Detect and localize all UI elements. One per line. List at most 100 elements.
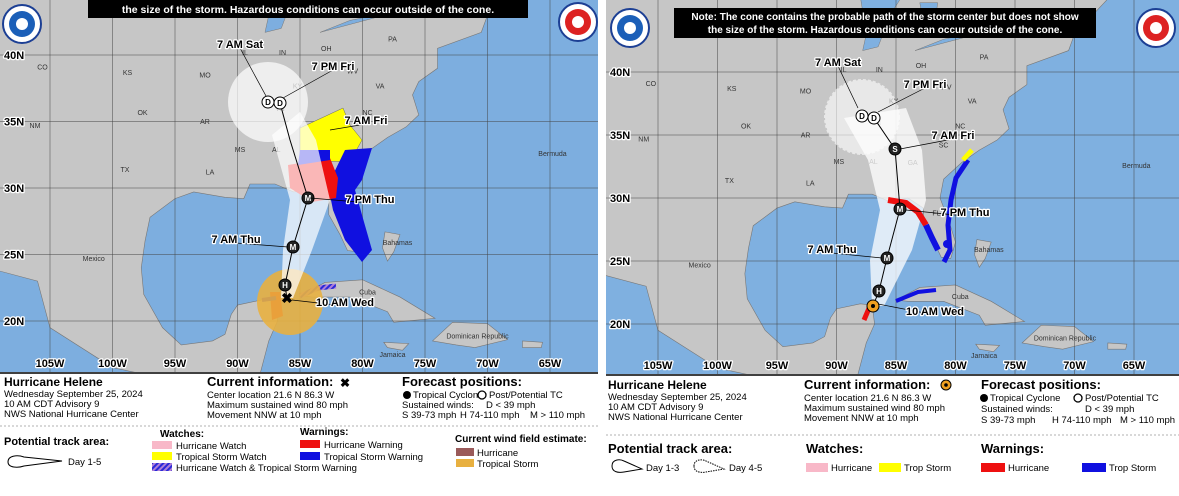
track-letter: M: [290, 243, 297, 252]
wind-class: H 74-110 mph: [1052, 415, 1112, 426]
legend-bg: [0, 372, 598, 496]
label-leader: [837, 65, 859, 109]
map: [606, 0, 1179, 374]
current-line: Movement NNW at 10 mph: [804, 413, 919, 424]
label-leader: [905, 209, 966, 217]
track-time: 7 AM Fri: [932, 130, 975, 142]
land: [0, 0, 503, 372]
lat-label: 40N: [610, 67, 630, 79]
track-point: [273, 96, 287, 110]
current-line: Center location 21.6 N 86.3 W: [804, 393, 931, 404]
place-label: NC: [362, 110, 372, 117]
watches-title: Watches:: [806, 441, 863, 456]
track-time: 7 AM Thu: [211, 234, 260, 246]
wind-field-item: Hurricane: [477, 448, 518, 459]
warning-item: Hurricane Warning: [324, 440, 403, 451]
place-label: Dominican Republic: [446, 333, 509, 340]
place-label: Jamaica: [379, 352, 405, 359]
place-label: NC: [955, 124, 965, 131]
place-label: Bermuda: [538, 151, 567, 158]
island: [894, 284, 1026, 326]
ts-warning-coast: [923, 223, 941, 252]
lon-label: 100W: [98, 358, 127, 370]
warnings-title: Warnings:: [981, 441, 1044, 456]
forecast-title: Forecast positions:: [981, 377, 1101, 392]
label-leader: [877, 87, 926, 113]
track-letter: H: [282, 281, 288, 290]
track-point: [893, 202, 907, 216]
track-title: Potential track area:: [4, 436, 109, 448]
place-label: PA: [980, 54, 989, 61]
place-label: VA: [376, 83, 385, 90]
track-item: Day 1-3: [646, 463, 679, 474]
island: [1107, 342, 1128, 350]
ts-warning-coast: [941, 158, 971, 264]
lat-label: 30N: [4, 183, 24, 195]
place-label: OK: [741, 124, 751, 131]
tc-icon: [403, 391, 411, 399]
watch-swatch: [152, 441, 172, 449]
label-leader: [282, 69, 334, 99]
cone-icon-dotted: [693, 459, 726, 473]
track-item: Day 4-5: [729, 463, 762, 474]
track-time: 7 AM Fri: [345, 115, 388, 127]
current-line: Maximum sustained wind 80 mph: [207, 400, 348, 411]
wind-class: S 39-73 mph: [981, 415, 1035, 426]
place-label: Cuba: [952, 294, 969, 301]
island: [298, 279, 436, 323]
logo-core: [572, 16, 584, 28]
place-label: LA: [206, 170, 215, 177]
label-leader: [291, 299, 346, 307]
label-leader: [877, 303, 936, 316]
track-item: Day 1-5: [68, 457, 101, 468]
forecast-item: Tropical Cyclone: [413, 390, 483, 401]
issued: Wednesday September 25, 2024: [4, 389, 143, 400]
note-box: [88, 0, 528, 18]
track-letter: S: [892, 145, 898, 154]
note: Note: The cone contains the probable pat…: [691, 12, 1078, 23]
current-icon: ✖: [340, 376, 350, 390]
island: [382, 231, 401, 262]
lon-label: 100W: [703, 360, 732, 372]
place-label: IL: [242, 50, 248, 57]
logo-core: [1150, 22, 1162, 34]
watch-item: Hurricane Watch: [176, 441, 246, 452]
place-label: SC: [939, 143, 949, 150]
ptc-icon: [477, 390, 487, 400]
ts-wind-field: [257, 269, 323, 335]
lon-label: 70W: [1063, 360, 1086, 372]
place-label: OK: [137, 110, 147, 117]
current-line: Maximum sustained wind 80 mph: [804, 403, 945, 414]
island: [974, 239, 992, 268]
warning-item: Trop Storm: [1109, 463, 1156, 474]
ts-warning-area: [328, 148, 372, 262]
lon-label: 90W: [825, 360, 848, 372]
island: [522, 340, 543, 348]
storm-name: Hurricane Helene: [4, 375, 103, 389]
place-label: IL: [841, 67, 847, 74]
place-label: VA: [968, 99, 977, 106]
lon-label: 95W: [164, 358, 187, 370]
track-time: 7 AM Sat: [217, 39, 263, 51]
place-label: AR: [200, 119, 210, 126]
cone-icon: [611, 459, 644, 473]
place-label: Bermuda: [1122, 163, 1151, 170]
ts-warning-coast: [895, 288, 937, 303]
ts-watch-coast: [961, 148, 974, 162]
cone: [844, 108, 926, 306]
lon-label: 85W: [885, 360, 908, 372]
warning-swatch: [300, 440, 320, 448]
lat-label: 25N: [610, 256, 630, 268]
wind-field-item: Tropical Storm: [477, 459, 538, 470]
current-title: Current information:: [207, 374, 333, 389]
island: [383, 341, 410, 351]
lon-label: 95W: [766, 360, 789, 372]
track-letter: D: [265, 98, 271, 107]
place-label: MS: [834, 159, 845, 166]
place-label: TX: [121, 167, 130, 174]
place-label: Bahamas: [383, 240, 413, 247]
hurricane-warning-coast: [887, 197, 929, 227]
wind-class: D < 39 mph: [1085, 404, 1134, 415]
place-label: Cuba: [359, 289, 376, 296]
label-leader: [831, 252, 883, 259]
